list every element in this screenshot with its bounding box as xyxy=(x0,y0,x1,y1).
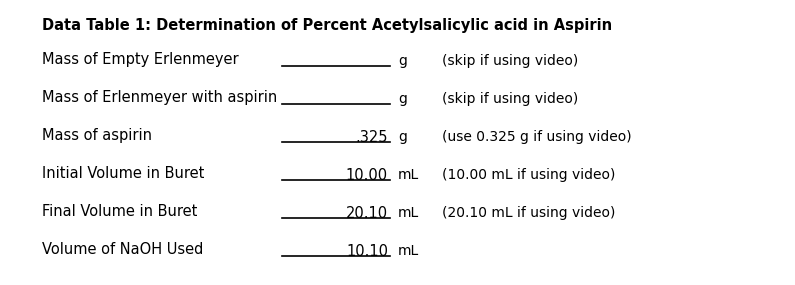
Text: (skip if using video): (skip if using video) xyxy=(442,92,578,106)
Text: Volume of NaOH Used: Volume of NaOH Used xyxy=(42,242,204,257)
Text: Data Table 1: Determination of Percent Acetylsalicylic acid in Aspirin: Data Table 1: Determination of Percent A… xyxy=(42,18,612,33)
Text: mL: mL xyxy=(398,206,419,220)
Text: Mass of aspirin: Mass of aspirin xyxy=(42,128,152,143)
Text: 20.10: 20.10 xyxy=(346,206,388,221)
Text: Initial Volume in Buret: Initial Volume in Buret xyxy=(42,166,204,181)
Text: Mass of Empty Erlenmeyer: Mass of Empty Erlenmeyer xyxy=(42,52,238,67)
Text: (20.10 mL if using video): (20.10 mL if using video) xyxy=(442,206,615,220)
Text: mL: mL xyxy=(398,244,419,258)
Text: (use 0.325 g if using video): (use 0.325 g if using video) xyxy=(442,130,631,144)
Text: g: g xyxy=(398,130,407,144)
Text: Final Volume in Buret: Final Volume in Buret xyxy=(42,204,197,219)
Text: g: g xyxy=(398,92,407,106)
Text: (skip if using video): (skip if using video) xyxy=(442,54,578,68)
Text: (10.00 mL if using video): (10.00 mL if using video) xyxy=(442,168,615,182)
Text: mL: mL xyxy=(398,168,419,182)
Text: 10.10: 10.10 xyxy=(346,244,388,259)
Text: Mass of Erlenmeyer with aspirin: Mass of Erlenmeyer with aspirin xyxy=(42,90,277,105)
Text: 10.00: 10.00 xyxy=(346,168,388,183)
Text: g: g xyxy=(398,54,407,68)
Text: .325: .325 xyxy=(355,130,388,145)
